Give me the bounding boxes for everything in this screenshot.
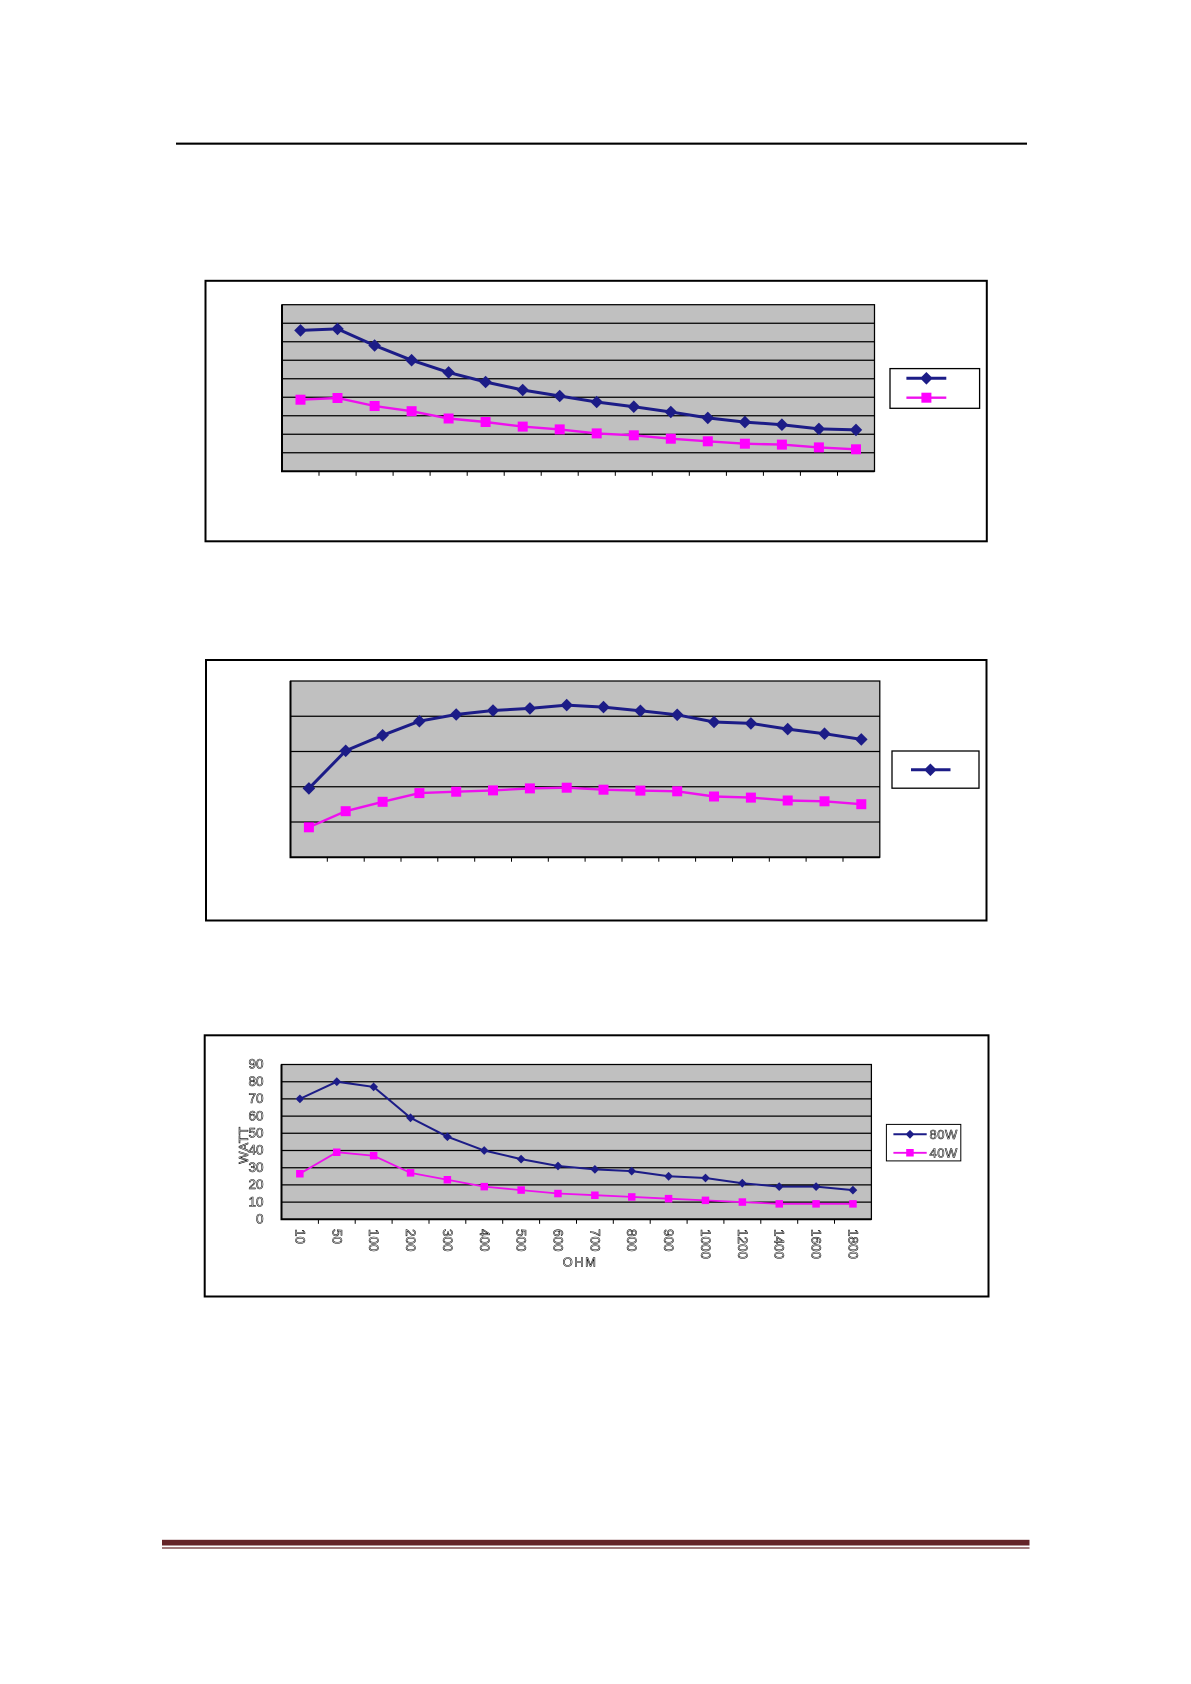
svg-text:20: 20: [248, 1177, 263, 1192]
svg-text:200: 200: [403, 1229, 418, 1252]
svg-text:800: 800: [624, 1229, 639, 1252]
svg-text:OHM: OHM: [563, 1255, 598, 1270]
svg-text:400: 400: [477, 1229, 492, 1252]
svg-text:100: 100: [366, 1229, 381, 1252]
svg-text:900: 900: [661, 1229, 676, 1252]
svg-text:1400: 1400: [772, 1229, 787, 1259]
svg-text:0: 0: [256, 1212, 264, 1227]
svg-text:30: 30: [248, 1160, 263, 1175]
svg-text:10: 10: [292, 1229, 307, 1244]
svg-text:40: 40: [248, 1143, 263, 1158]
svg-text:700: 700: [587, 1229, 602, 1252]
svg-text:300: 300: [440, 1229, 455, 1252]
svg-text:50: 50: [248, 1126, 263, 1141]
svg-text:40W: 40W: [930, 1145, 958, 1160]
svg-text:1200: 1200: [735, 1229, 750, 1259]
svg-text:80: 80: [248, 1074, 263, 1089]
svg-text:1800: 1800: [845, 1229, 860, 1259]
svg-text:1600: 1600: [809, 1229, 824, 1259]
svg-text:500: 500: [514, 1229, 529, 1252]
svg-text:60: 60: [248, 1108, 263, 1123]
svg-text:1000: 1000: [698, 1229, 713, 1259]
svg-text:600: 600: [551, 1229, 566, 1252]
svg-text:90: 90: [248, 1057, 263, 1072]
svg-text:WATT: WATT: [236, 1126, 251, 1163]
svg-text:10: 10: [248, 1194, 263, 1209]
svg-text:80W: 80W: [930, 1127, 958, 1142]
svg-text:50: 50: [329, 1229, 344, 1244]
svg-text:70: 70: [248, 1091, 263, 1106]
